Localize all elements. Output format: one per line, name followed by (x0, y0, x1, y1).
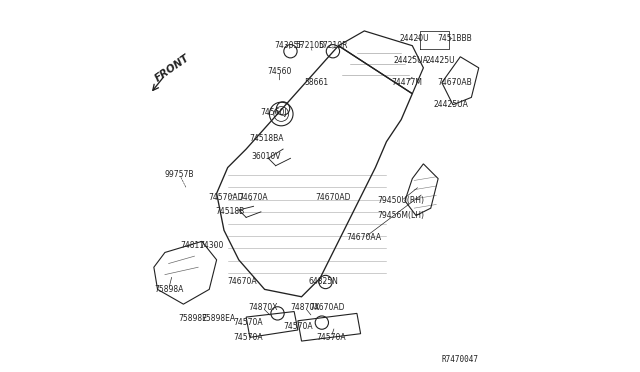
Text: 79450U(RH): 79450U(RH) (378, 196, 425, 205)
Text: 74670AD: 74670AD (310, 303, 345, 312)
Text: 36010V: 36010V (252, 152, 281, 161)
Text: FRONT: FRONT (153, 52, 191, 83)
Text: 64825N: 64825N (308, 278, 339, 286)
Text: 74560J: 74560J (260, 108, 287, 117)
Text: 74518BA: 74518BA (249, 134, 284, 142)
Text: 24420U: 24420U (399, 34, 429, 43)
Text: 74305F: 74305F (275, 41, 303, 50)
Text: R7470047: R7470047 (442, 355, 479, 364)
Text: 74870X: 74870X (248, 303, 278, 312)
Text: 7451BBB: 7451BBB (437, 34, 472, 43)
Text: 74570A: 74570A (316, 333, 346, 342)
Text: 58661: 58661 (304, 78, 328, 87)
Text: 99757B: 99757B (165, 170, 195, 179)
Text: 57210D: 57210D (296, 41, 326, 50)
Text: 74670A: 74670A (239, 193, 268, 202)
Text: 74518B: 74518B (215, 207, 244, 217)
Text: 24425U: 24425U (425, 56, 455, 65)
Text: 75898E: 75898E (178, 314, 207, 323)
Text: 74870X: 74870X (291, 303, 320, 312)
Text: 74670A: 74670A (228, 278, 257, 286)
Text: 74670AB: 74670AB (437, 78, 472, 87)
Text: 57210R: 57210R (318, 41, 348, 50)
Text: 75898EA: 75898EA (202, 314, 236, 323)
Text: 74570A: 74570A (233, 318, 263, 327)
Text: 74560: 74560 (267, 67, 292, 76)
Text: 74670AA: 74670AA (347, 233, 382, 242)
Text: 74811: 74811 (180, 241, 205, 250)
Text: 24425UA: 24425UA (434, 100, 468, 109)
Text: 74570A: 74570A (233, 333, 263, 342)
Text: 74300: 74300 (199, 241, 223, 250)
Text: 24425UA: 24425UA (393, 56, 428, 65)
Text: 74570A: 74570A (283, 322, 313, 331)
Text: 74477M: 74477M (391, 78, 422, 87)
Text: 79456M(LH): 79456M(LH) (378, 211, 425, 220)
Text: 74670AD: 74670AD (315, 193, 351, 202)
Text: 75898A: 75898A (154, 285, 183, 294)
Text: 74570AD: 74570AD (208, 193, 244, 202)
